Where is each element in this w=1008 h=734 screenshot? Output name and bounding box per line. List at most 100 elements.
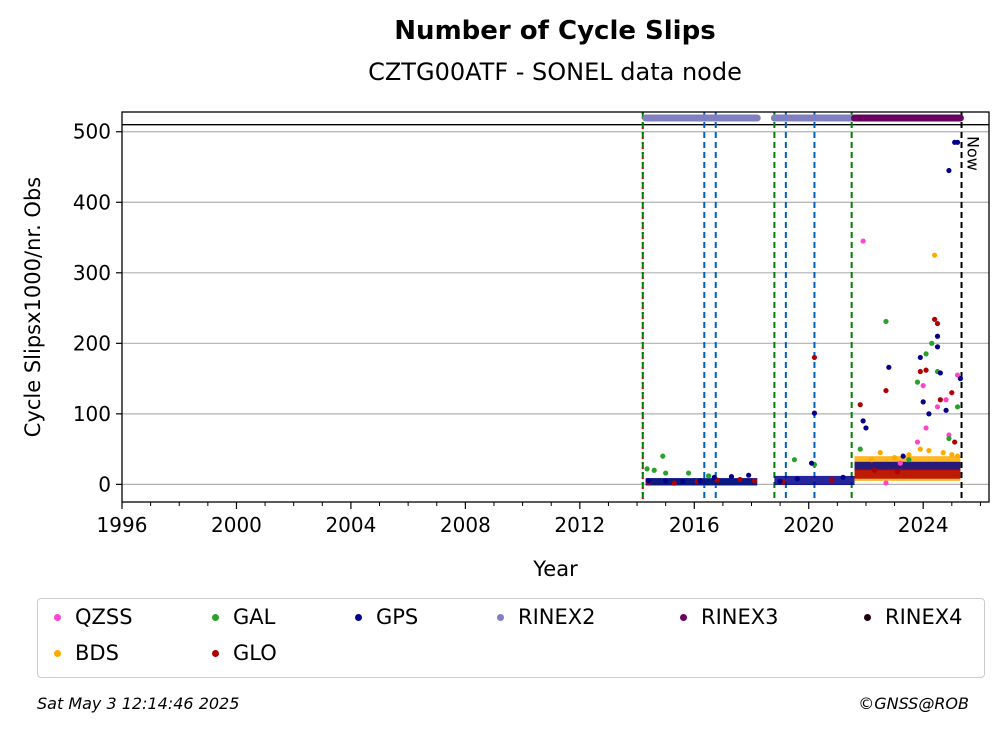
glo-point — [829, 477, 835, 483]
gal-point — [929, 340, 935, 346]
gal-point — [954, 404, 961, 410]
cycle-slips-chart: 0 100 200 300 400 500 1996 2000 2004 2008 2012 2016… — [21, 111, 990, 581]
bds-point — [940, 450, 946, 456]
gps-point — [711, 474, 717, 480]
legend-item-bds: BDS — [54, 641, 119, 665]
footer-credit: ©GNSS@ROB — [858, 694, 969, 713]
legend-label-rinex3: RINEX3 — [701, 605, 779, 629]
bds-point — [926, 447, 932, 454]
legend-marker-qzss — [54, 613, 61, 621]
qzss-point — [954, 372, 961, 378]
now-label: Now — [964, 136, 983, 171]
gps-point — [934, 333, 941, 339]
qzss-point — [920, 383, 926, 389]
qzss-point — [883, 480, 889, 486]
glo-point — [923, 367, 929, 373]
legend-marker-gal — [212, 613, 219, 621]
glo-point — [917, 368, 923, 375]
x-tick-label: 2004 — [325, 513, 376, 537]
legend-item-glo: GLO — [212, 641, 277, 665]
legend-marker-glo — [212, 649, 219, 657]
x-tick-label: 2000 — [211, 513, 262, 537]
gal-point — [685, 470, 692, 476]
glo-point — [952, 439, 958, 445]
legend-item-rinex3: RINEX3 — [680, 605, 779, 629]
gps-point — [697, 478, 703, 484]
gps-point — [728, 474, 735, 480]
y-tick-label: 300 — [73, 261, 111, 285]
gps-point — [957, 375, 963, 382]
legend-label-qzss: QZSS — [75, 605, 133, 629]
x-tick-label: 2016 — [669, 513, 720, 537]
y-tick-label: 500 — [73, 120, 111, 144]
gal-point — [663, 470, 669, 476]
gps-baseline-band — [854, 461, 961, 471]
y-tick-label: 400 — [73, 190, 111, 214]
gal-point — [946, 435, 952, 442]
glo-point — [934, 320, 941, 327]
gps-point — [794, 476, 800, 482]
plot-frame — [121, 111, 990, 503]
gps-point — [860, 418, 866, 424]
glo-point — [932, 316, 938, 322]
gps-point — [954, 139, 961, 145]
y-tick-label: 200 — [73, 331, 111, 355]
bds-point — [917, 446, 923, 452]
gal-point — [644, 466, 650, 472]
bds-point — [949, 452, 955, 458]
legend-label-rinex2: RINEX2 — [518, 605, 596, 629]
legend-item-qzss: QZSS — [54, 605, 133, 629]
y-tick-label: 100 — [73, 402, 111, 426]
gal-point — [906, 457, 912, 463]
gps-point — [645, 478, 652, 484]
legend-label-bds: BDS — [75, 641, 119, 665]
gal-point — [923, 351, 929, 357]
glo-point — [857, 402, 863, 408]
gal-point — [914, 379, 921, 385]
gps-point — [886, 364, 892, 370]
legend-item-rinex4: RINEX4 — [864, 605, 963, 629]
qzss-point — [934, 404, 941, 410]
gps-point — [937, 370, 943, 376]
gps-point — [934, 344, 941, 350]
gal-point — [705, 473, 712, 479]
legend-item-rinex2: RINEX2 — [497, 605, 596, 629]
gps-point — [808, 460, 815, 466]
gps-point — [943, 407, 949, 413]
gps-point — [900, 453, 906, 459]
glo-baseline-band — [854, 468, 961, 479]
x-tick-label: 2020 — [783, 513, 834, 537]
legend-label-gps: GPS — [376, 605, 419, 629]
qzss-point — [897, 460, 903, 466]
gps-point — [663, 478, 669, 484]
gps-point — [926, 411, 932, 417]
legend-label-glo: GLO — [233, 641, 277, 665]
gal-point — [857, 446, 863, 452]
glo-point — [737, 476, 743, 483]
chart-subtitle: CZTG00ATF - SONEL data node — [368, 58, 742, 86]
gps-point — [777, 478, 783, 485]
legend-marker-bds — [54, 649, 61, 657]
glo-point — [883, 387, 889, 394]
bds-point — [877, 450, 883, 456]
gps-point — [840, 474, 846, 480]
qzss-point — [914, 439, 921, 445]
bds-point — [932, 252, 938, 258]
gps-point — [680, 478, 686, 485]
legend-marker-rinex2 — [497, 613, 504, 621]
chart-title: Number of Cycle Slips — [394, 16, 716, 46]
gps-point — [946, 167, 952, 174]
qzss-point — [943, 397, 949, 403]
x-tick-label: 2008 — [440, 513, 491, 537]
legend-marker-gps — [355, 613, 362, 621]
x-tick-label: 1996 — [97, 513, 148, 537]
bds-point — [906, 452, 912, 458]
glo-point — [894, 469, 901, 475]
y-tick-label: 0 — [98, 472, 111, 496]
legend-item-gps: GPS — [355, 605, 418, 629]
gps-baseline-band — [774, 475, 855, 486]
bds-point — [891, 454, 898, 461]
bds-point — [869, 457, 875, 463]
gps-point — [863, 425, 869, 431]
gps-point — [920, 399, 926, 405]
